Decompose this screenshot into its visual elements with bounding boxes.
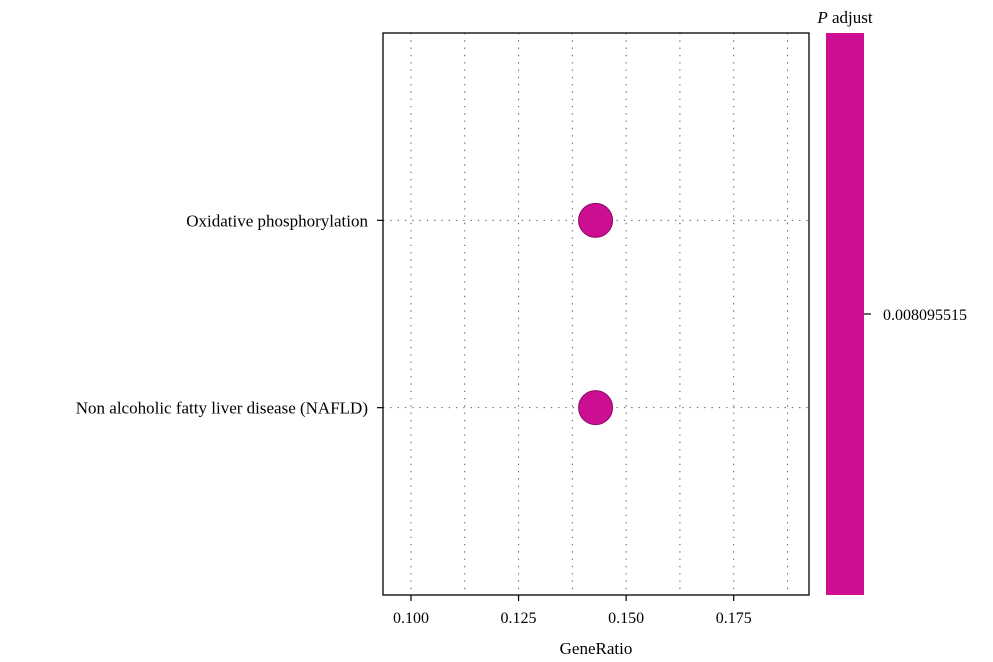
plot-frame xyxy=(382,32,810,596)
x-tick-label: 0.175 xyxy=(716,610,752,627)
y-category-label: Oxidative phosphorylation xyxy=(186,211,368,230)
x-axis-title: GeneRatio xyxy=(560,639,633,658)
p-adjust-colorbar xyxy=(826,33,864,595)
data-point xyxy=(578,202,614,238)
legend-tick-label: 0.008095515 xyxy=(883,307,967,324)
data-point xyxy=(578,390,614,426)
grid-layer xyxy=(383,33,809,595)
ticks-layer: 0.100 0.125 0.150 0.175 Oxidative phosphoryl… xyxy=(76,211,752,627)
legend-title: P adjust xyxy=(816,8,873,27)
legend-title-italic: P xyxy=(816,8,827,27)
marks-layer xyxy=(578,202,614,426)
x-tick-label: 0.125 xyxy=(501,610,537,627)
legend-ticks: 0.008095515 xyxy=(864,307,967,324)
x-tick-label: 0.100 xyxy=(393,610,429,627)
y-category-label: Non alcoholic fatty liver disease (NAFLD… xyxy=(76,399,368,418)
legend-title-rest: adjust xyxy=(828,8,873,27)
x-tick-label: 0.150 xyxy=(608,610,644,627)
